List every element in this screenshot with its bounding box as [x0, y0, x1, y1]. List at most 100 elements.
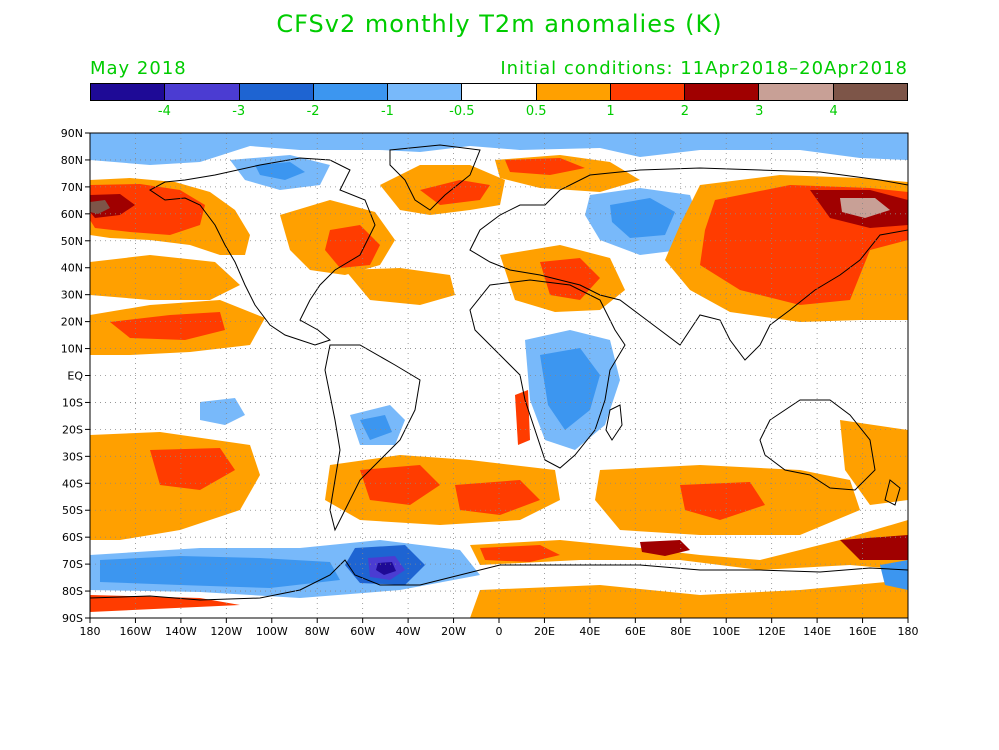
ross-sea-hot — [840, 535, 908, 560]
colorbar-label: -2 — [306, 104, 320, 119]
colorbar-label: -4 — [157, 104, 171, 119]
lat-label: 10S — [62, 396, 83, 409]
amundsen-cool-core — [100, 556, 340, 588]
colorbar-swatch — [462, 84, 537, 100]
lat-label: 70S — [62, 558, 83, 571]
lon-label: 80E — [670, 625, 691, 638]
chart-title: CFSv2 monthly T2m anomalies (K) — [276, 10, 723, 38]
tick-marks — [85, 132, 909, 623]
lon-label: 40E — [579, 625, 600, 638]
colorbar-swatch — [91, 84, 166, 100]
colorbar-swatch — [685, 84, 760, 100]
colorbar-swatch — [388, 84, 463, 100]
colorbar-swatch — [165, 84, 240, 100]
antarctic-warm — [470, 580, 908, 618]
colorbar — [90, 83, 908, 101]
mediterranean-warm-core — [540, 258, 600, 300]
canada-arctic-cool-core — [255, 162, 305, 180]
colorbar-swatch — [833, 84, 907, 100]
lon-label: 100E — [712, 625, 740, 638]
coast-madagascar — [605, 404, 623, 441]
north-atlantic-warm — [345, 268, 455, 305]
lat-label: 80S — [62, 585, 83, 598]
coast-australia — [759, 399, 876, 491]
lat-label: 90N — [61, 127, 83, 140]
colorbar-label: -3 — [232, 104, 246, 119]
lat-label: 50N — [61, 235, 83, 248]
lon-label: 80W — [305, 625, 330, 638]
coast-new-zealand — [884, 479, 901, 506]
longitude-labels: 180 160W 140W 120W 100W 80W 60W 40W 20W 0 20E 40E 60… — [80, 625, 919, 638]
colorbar-swatch — [313, 84, 389, 100]
grid — [90, 133, 908, 618]
south-atlantic-warm-core-2 — [455, 480, 540, 515]
lat-label: 20S — [62, 423, 83, 436]
south-america-cool-core — [360, 415, 392, 440]
colorbar-label: 3 — [755, 104, 764, 119]
ross-ice-warm — [90, 595, 240, 612]
colorbar-label: -1 — [380, 104, 394, 119]
lon-label: 160E — [849, 625, 877, 638]
alaska-extreme — [90, 200, 110, 214]
lon-label: 60W — [350, 625, 375, 638]
colorbar-swatch — [759, 84, 834, 100]
lat-label: 30N — [61, 289, 83, 302]
lat-label: 80N — [61, 154, 83, 167]
lon-label: 0 — [496, 625, 503, 638]
lon-label: 20E — [534, 625, 555, 638]
latitude-labels: 90N 80N 70N 60N 50N 40N 30N 20N 10N EQ 10S 20S 30S 40… — [61, 127, 84, 625]
lat-label: 50S — [62, 504, 83, 517]
weddell-cool-extreme — [376, 562, 396, 575]
siberia-extreme — [840, 198, 890, 218]
lat-label: 20N — [61, 316, 83, 329]
southern-ocean-hot — [640, 540, 690, 556]
initial-conditions: Initial conditions: 11Apr2018–20Apr2018 — [500, 58, 908, 79]
colorbar-swatch — [239, 84, 314, 100]
coast-antarctica — [90, 559, 908, 601]
coast-greenland — [389, 144, 481, 211]
lon-label: 140E — [803, 625, 831, 638]
lat-label: 30S — [62, 450, 83, 463]
southern-ocean-warm — [470, 520, 908, 570]
arctic-russia-warm-core — [505, 158, 585, 175]
southern-ocean-warm-core — [480, 545, 560, 562]
lon-label: 100W — [256, 625, 288, 638]
coast-north-america — [149, 157, 376, 346]
lat-label: EQ — [67, 370, 83, 383]
coast-africa — [469, 279, 626, 469]
lon-label: 180 — [80, 625, 101, 638]
colorbar-label: 0.5 — [525, 104, 547, 119]
greenland-warm-core — [420, 180, 490, 205]
lon-label: 120W — [210, 625, 242, 638]
colorbar-swatch — [610, 84, 686, 100]
lon-label: 60E — [625, 625, 646, 638]
colorbar-label: 2 — [680, 104, 690, 119]
lon-label: 120E — [758, 625, 786, 638]
lat-label: 10N — [61, 343, 83, 356]
colorbar-label: 4 — [829, 104, 838, 119]
lon-label: 160W — [120, 625, 152, 638]
european-russia-cool-core — [610, 198, 675, 238]
lat-label: 90S — [62, 612, 83, 625]
lon-label: 20W — [441, 625, 466, 638]
indian-ocean-warm-core — [680, 482, 765, 520]
lon-label: 40W — [396, 625, 421, 638]
africa-cool-core — [540, 348, 600, 430]
tropical-pacific-warm-core — [110, 312, 225, 340]
eastern-us-warm-core — [325, 225, 380, 268]
lon-label: 180 — [898, 625, 919, 638]
colorbar-label: 1 — [606, 104, 615, 119]
arctic-cool-band — [90, 133, 908, 165]
south-pacific-cool — [200, 398, 245, 425]
lat-label: 40N — [61, 262, 83, 275]
lat-label: 60S — [62, 531, 83, 544]
east-antarctic-cool — [880, 560, 908, 590]
colorbar-swatch — [536, 84, 611, 100]
colorbar-label: -0.5 — [449, 104, 475, 119]
north-pacific-warm — [90, 255, 240, 300]
anomaly-fields — [90, 133, 908, 618]
lon-label: 140W — [165, 625, 197, 638]
south-atlantic-warm-core — [360, 465, 440, 505]
forecast-month: May 2018 — [90, 58, 187, 79]
